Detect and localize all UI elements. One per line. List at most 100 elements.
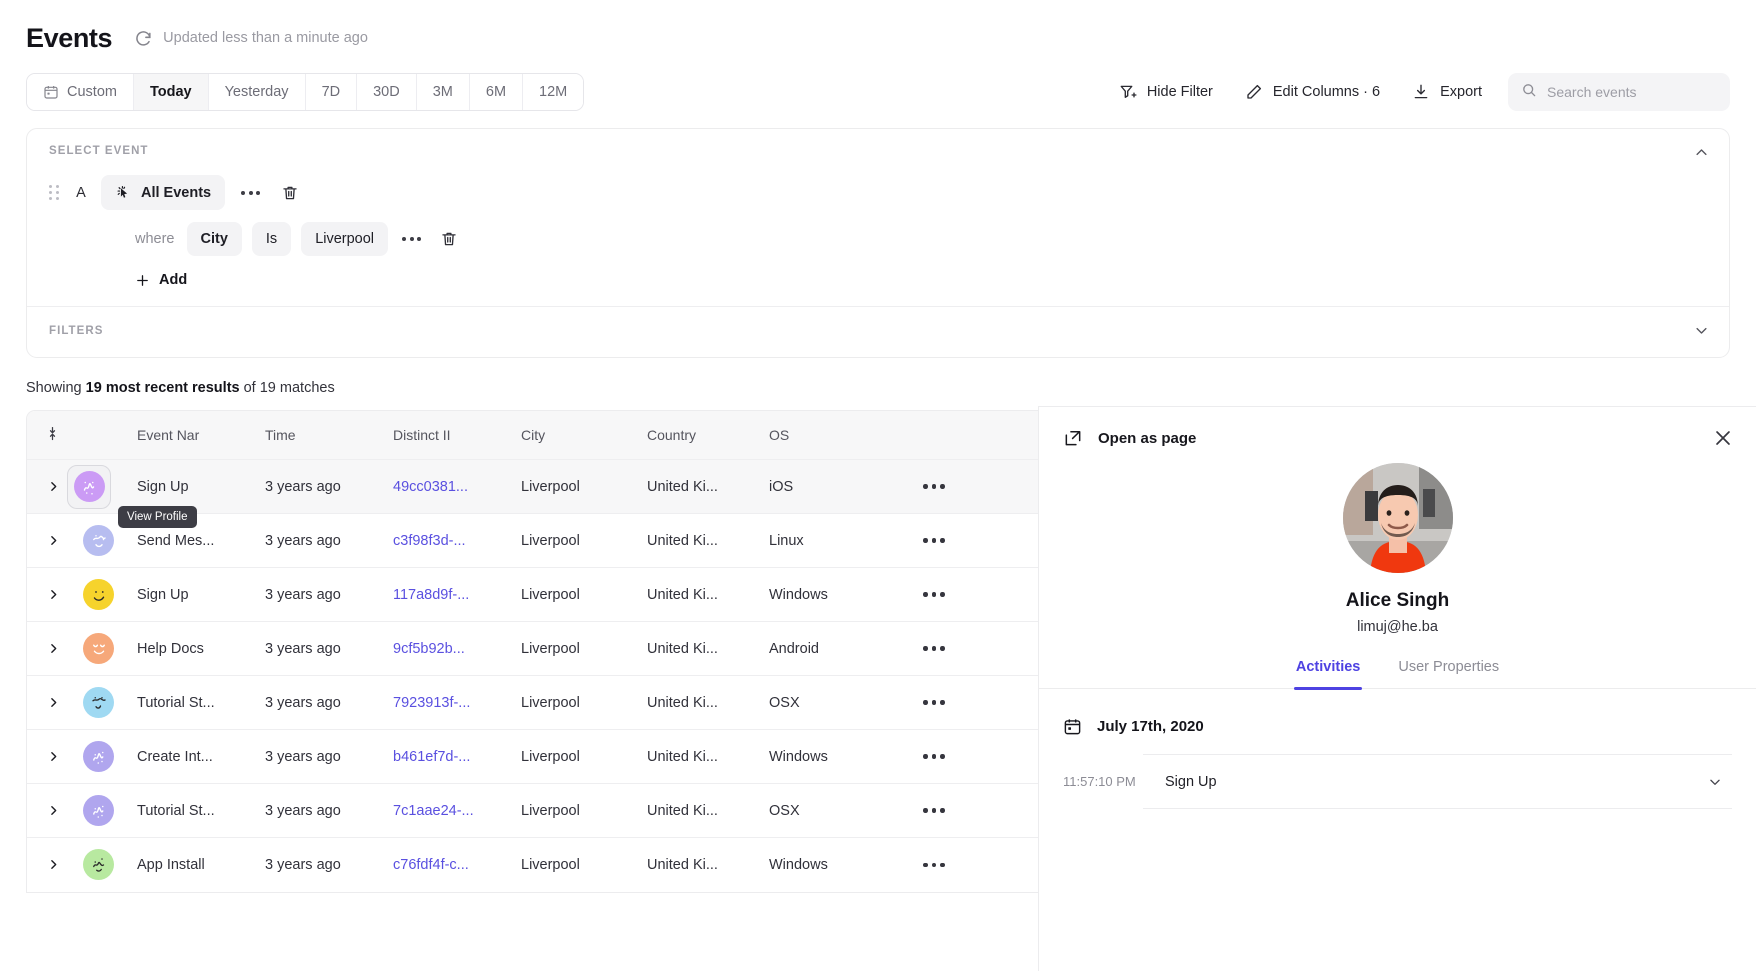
row-avatar-cell[interactable]: [73, 675, 137, 730]
avatar[interactable]: [83, 579, 114, 610]
avatar[interactable]: [83, 741, 114, 772]
avatar[interactable]: [83, 849, 114, 881]
drag-handle-icon[interactable]: [49, 184, 61, 202]
row-distinct-id[interactable]: c3f98f3d-...: [393, 513, 521, 568]
row-avatar-cell[interactable]: [73, 567, 137, 622]
range-12m[interactable]: 12M: [523, 74, 584, 110]
row-actions-cell[interactable]: [917, 675, 1040, 730]
edit-columns-button[interactable]: Edit Columns · 6: [1233, 75, 1392, 109]
col-country[interactable]: Country: [647, 411, 769, 460]
row-expand-cell[interactable]: [27, 513, 73, 568]
filters-section[interactable]: FILTERS: [27, 307, 1729, 357]
row-expand-cell[interactable]: [27, 837, 73, 892]
range-30d[interactable]: 30D: [357, 74, 417, 110]
event-more-options-icon[interactable]: [237, 185, 264, 201]
condition-operator-chip[interactable]: Is: [251, 222, 292, 256]
all-events-chip[interactable]: All Events: [101, 175, 226, 210]
row-actions-cell[interactable]: [917, 729, 1040, 784]
table-row[interactable]: Help Docs 3 years ago 9cf5b92b... Liverp…: [27, 621, 1040, 676]
row-expand-cell[interactable]: [27, 567, 73, 622]
tab-activities[interactable]: Activities: [1293, 659, 1363, 690]
row-expand-cell[interactable]: [27, 459, 73, 514]
range-7d[interactable]: 7D: [305, 74, 358, 110]
row-expand-cell[interactable]: [27, 675, 73, 730]
table-row[interactable]: Sign Up 3 years ago 117a8d9f-... Liverpo…: [27, 567, 1040, 622]
col-distinct-id[interactable]: Distinct II: [393, 411, 521, 460]
row-actions-cell[interactable]: [917, 567, 1040, 622]
row-expand-cell[interactable]: [27, 621, 73, 676]
condition-more-options-icon[interactable]: [398, 231, 425, 247]
table-row[interactable]: Create Int... 3 years ago b461ef7d-... L…: [27, 729, 1040, 784]
row-more-options-icon[interactable]: [923, 754, 1040, 759]
search-input[interactable]: [1547, 84, 1717, 100]
col-time[interactable]: Time: [265, 411, 393, 460]
chevron-down-icon[interactable]: [1708, 775, 1722, 789]
export-button[interactable]: Export: [1400, 75, 1494, 109]
table-row[interactable]: Send Mes... 3 years ago c3f98f3d-... Liv…: [27, 513, 1040, 568]
row-distinct-id[interactable]: 49cc0381...: [393, 459, 521, 514]
row-avatar-cell[interactable]: [73, 783, 137, 838]
avatar[interactable]: [83, 525, 114, 556]
row-distinct-id[interactable]: 7c1aae24-...: [393, 783, 521, 838]
search-events-box[interactable]: [1508, 73, 1730, 111]
avatar[interactable]: [83, 795, 114, 826]
row-more-options-icon[interactable]: [923, 700, 1040, 705]
range-yesterday[interactable]: Yesterday: [208, 74, 306, 110]
chevron-right-icon[interactable]: [47, 750, 60, 763]
row-avatar-cell[interactable]: [73, 729, 137, 784]
avatar[interactable]: [83, 687, 114, 718]
row-more-options-icon[interactable]: [923, 592, 1040, 597]
row-expand-cell[interactable]: [27, 783, 73, 838]
avatar-frame[interactable]: [67, 464, 111, 509]
range-today[interactable]: Today: [133, 74, 209, 110]
table-row[interactable]: Tutorial St... 3 years ago 7c1aae24-... …: [27, 783, 1040, 838]
chevron-up-icon[interactable]: [1694, 145, 1709, 160]
table-row[interactable]: Tutorial St... 3 years ago 7923913f-... …: [27, 675, 1040, 730]
table-row[interactable]: App Install 3 years ago c76fdf4f-c... Li…: [27, 837, 1040, 892]
avatar[interactable]: [83, 633, 114, 664]
row-more-options-icon[interactable]: [923, 646, 1040, 651]
row-distinct-id[interactable]: c76fdf4f-c...: [393, 837, 521, 892]
row-more-options-icon[interactable]: [923, 538, 1040, 543]
row-distinct-id[interactable]: 117a8d9f-...: [393, 567, 521, 622]
chevron-right-icon[interactable]: [47, 588, 60, 601]
chevron-right-icon[interactable]: [47, 642, 60, 655]
range-custom[interactable]: Custom: [27, 74, 134, 110]
row-distinct-id[interactable]: 9cf5b92b...: [393, 621, 521, 676]
row-expand-cell[interactable]: [27, 729, 73, 784]
row-actions-cell[interactable]: [917, 513, 1040, 568]
table-row[interactable]: Sign Up 3 years ago 49cc0381... Liverpoo…: [27, 459, 1040, 514]
close-panel-button[interactable]: [1712, 427, 1734, 449]
delete-event-button[interactable]: [276, 179, 304, 207]
row-avatar-cell[interactable]: [73, 513, 137, 568]
chevron-right-icon[interactable]: [47, 696, 60, 709]
row-actions-cell[interactable]: [917, 837, 1040, 892]
row-actions-cell[interactable]: [917, 459, 1040, 514]
row-avatar-cell[interactable]: [73, 837, 137, 892]
chevron-right-icon[interactable]: [47, 858, 60, 871]
add-button[interactable]: Add: [135, 272, 187, 288]
condition-value-chip[interactable]: Liverpool: [301, 222, 389, 256]
activity-row[interactable]: 11:57:10 PM Sign Up: [1063, 755, 1732, 809]
delete-condition-button[interactable]: [435, 225, 463, 253]
range-3m[interactable]: 3M: [416, 74, 470, 110]
col-event-name[interactable]: Event Nar: [137, 411, 265, 460]
row-distinct-id[interactable]: b461ef7d-...: [393, 729, 521, 784]
row-actions-cell[interactable]: [917, 783, 1040, 838]
row-actions-cell[interactable]: [917, 621, 1040, 676]
row-more-options-icon[interactable]: [923, 484, 1040, 489]
col-os[interactable]: OS: [769, 411, 917, 460]
range-6m[interactable]: 6M: [469, 74, 524, 110]
col-sort[interactable]: [27, 411, 73, 460]
row-more-options-icon[interactable]: [923, 862, 1040, 867]
condition-property-chip[interactable]: City: [186, 222, 242, 256]
chevron-right-icon[interactable]: [47, 534, 60, 547]
chevron-right-icon[interactable]: [47, 480, 60, 493]
row-avatar-cell[interactable]: [73, 621, 137, 676]
open-as-page-button[interactable]: Open as page: [1063, 428, 1196, 448]
refresh-icon[interactable]: [134, 29, 153, 48]
col-city[interactable]: City: [521, 411, 647, 460]
row-more-options-icon[interactable]: [923, 808, 1040, 813]
row-distinct-id[interactable]: 7923913f-...: [393, 675, 521, 730]
chevron-down-icon[interactable]: [1694, 323, 1709, 338]
